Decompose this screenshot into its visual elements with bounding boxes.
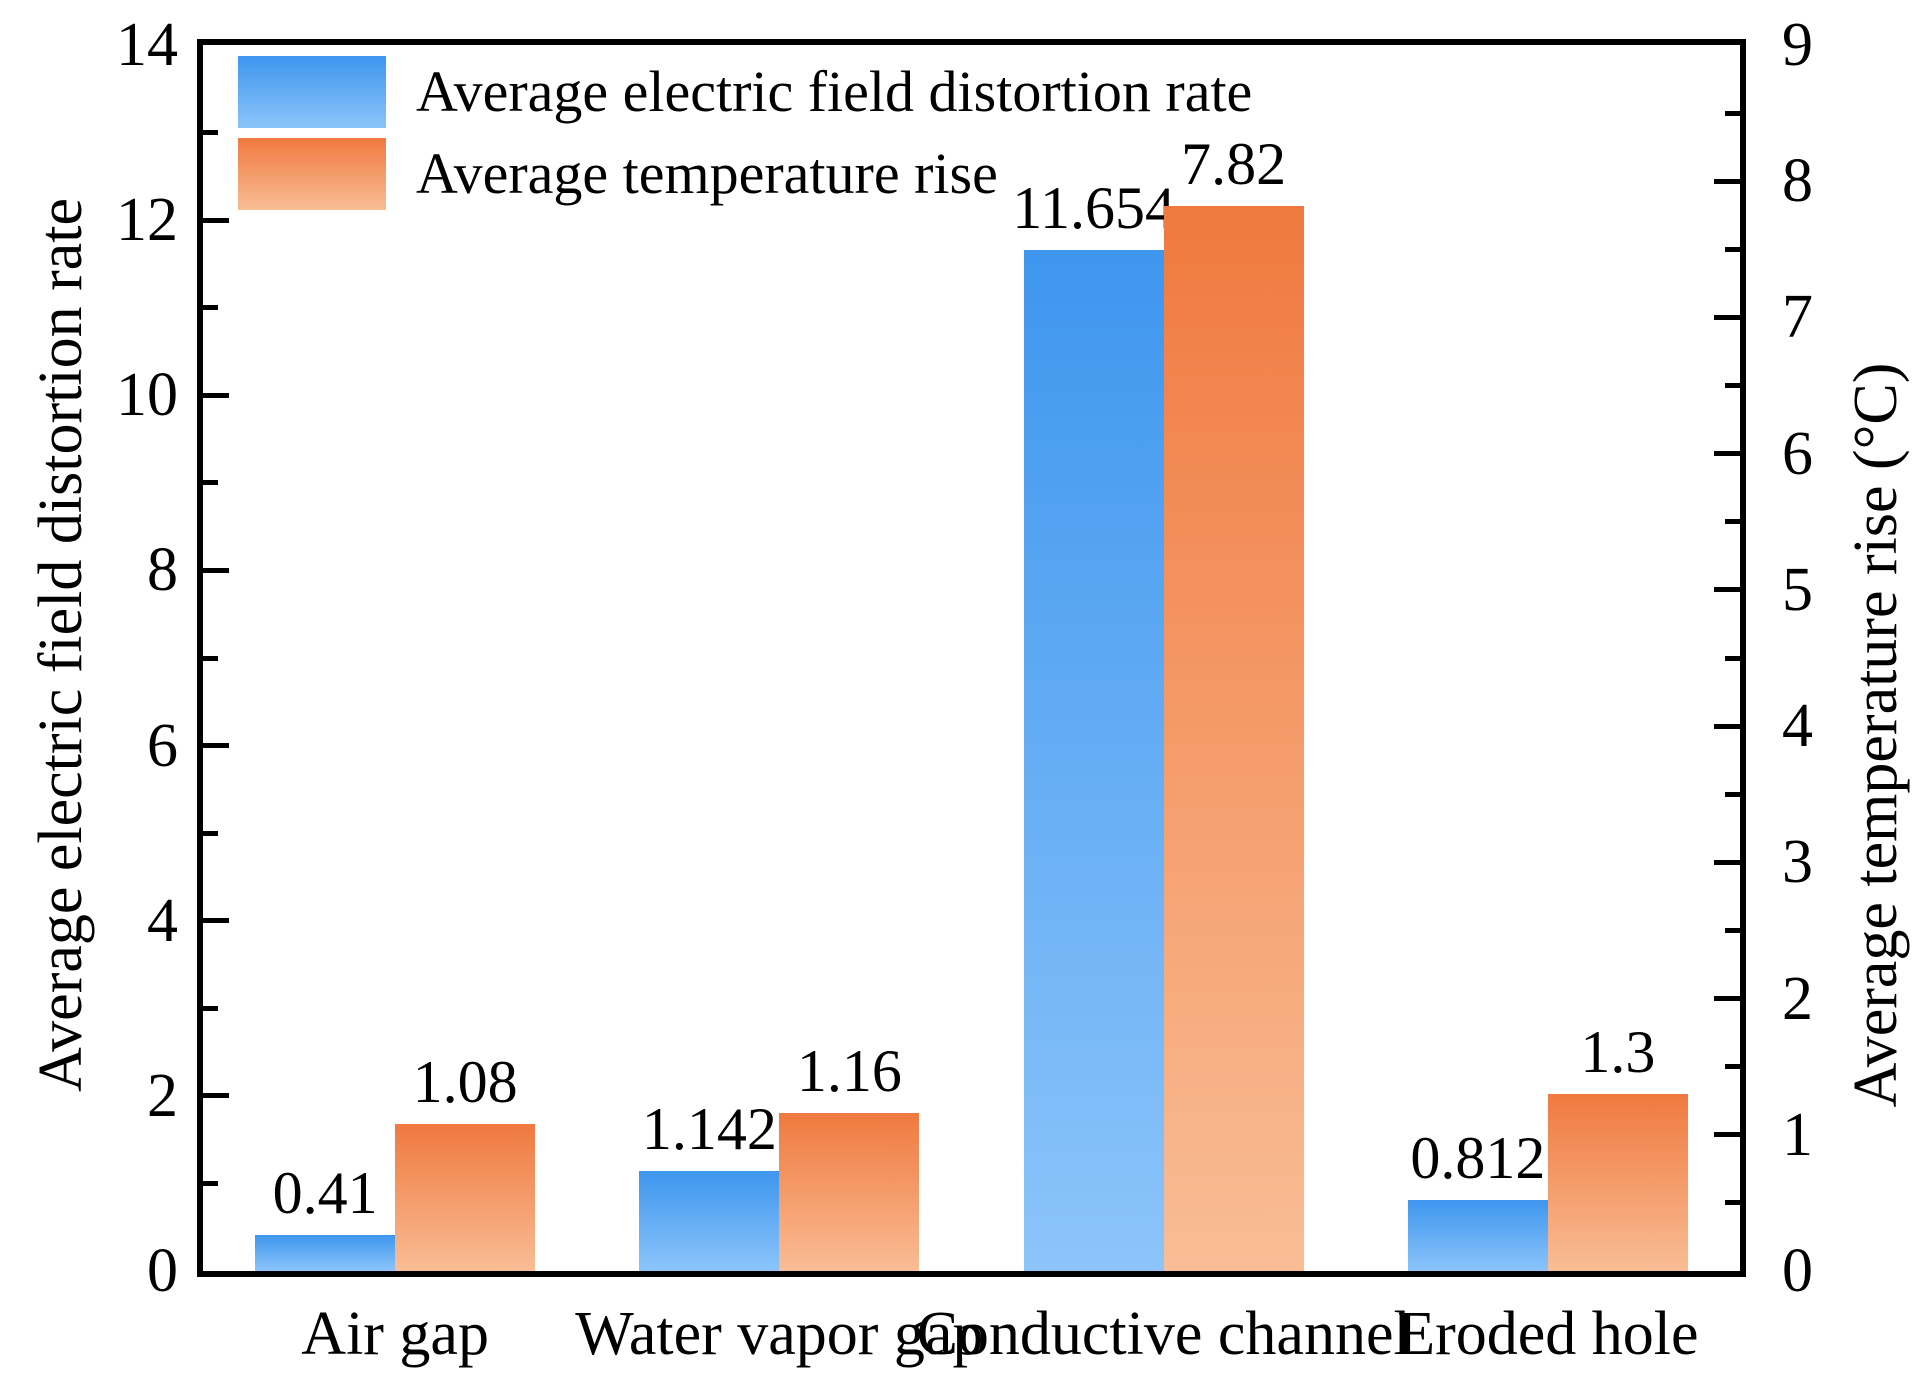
left-axis-major-tick: [203, 918, 229, 924]
left-axis-minor-tick: [203, 655, 218, 661]
right-axis-tick-label: 0: [1782, 1237, 1813, 1305]
right-axis-tick-label: 6: [1782, 419, 1813, 488]
category-label-air-gap: Air gap: [301, 1300, 489, 1368]
left-axis-minor-tick: [203, 830, 218, 836]
right-axis-minor-tick: [1725, 1064, 1740, 1070]
value-label-distortion-water-vapor-gap: 1.142: [641, 1096, 777, 1162]
legend-label-temperature: Average temperature rise: [416, 141, 998, 206]
right-axis-major-tick: [1714, 178, 1740, 184]
left-axis-tick-label: 14: [116, 11, 178, 79]
right-axis-tick-label: 4: [1782, 692, 1813, 761]
right-axis-title: Average temperature rise (°C): [1842, 362, 1910, 1108]
value-label-distortion-air-gap: 0.41: [272, 1160, 378, 1226]
right-axis-major-tick: [1714, 314, 1740, 320]
value-label-temperature-eroded-hole: 1.3: [1580, 1019, 1656, 1085]
left-axis-minor-tick: [203, 130, 218, 136]
right-axis-major-tick: [1714, 723, 1740, 729]
bar-distortion-water-vapor-gap: [639, 1171, 780, 1271]
right-axis-tick-label: 1: [1782, 1100, 1813, 1169]
left-axis-major-tick: [203, 217, 229, 223]
value-label-temperature-conductive-channel: 7.82: [1181, 131, 1287, 197]
right-axis-tick-label: 5: [1782, 555, 1813, 624]
left-axis-major-tick: [203, 743, 229, 749]
right-axis-major-tick: [1714, 1132, 1740, 1138]
right-axis-minor-tick: [1725, 791, 1740, 797]
right-axis-tick-label: 2: [1782, 964, 1813, 1033]
legend: Average electric field distortion rate A…: [238, 56, 1252, 220]
bar-temperature-eroded-hole: [1547, 1094, 1688, 1271]
category-label-eroded-hole: Eroded hole: [1397, 1300, 1699, 1368]
left-axis-tick-label: 12: [116, 186, 178, 255]
left-axis-tick-label: 6: [147, 711, 178, 780]
left-axis-minor-tick: [203, 305, 218, 311]
left-axis-major-tick: [203, 567, 229, 573]
legend-swatch-temperature: [238, 138, 386, 210]
left-axis-minor-tick: [203, 1180, 218, 1186]
category-label-water-vapor-gap: Water vapor gap: [575, 1300, 984, 1368]
right-axis-major-tick: [1714, 996, 1740, 1002]
category-label-conductive-channel: Conductive channel: [916, 1300, 1411, 1368]
right-axis-minor-tick: [1725, 383, 1740, 389]
value-label-distortion-conductive-channel: 11.654: [1012, 175, 1176, 241]
right-axis-minor-tick: [1725, 1200, 1740, 1206]
bar-distortion-eroded-hole: [1407, 1200, 1548, 1271]
bar-temperature-water-vapor-gap: [779, 1113, 920, 1271]
legend-label-distortion: Average electric field distortion rate: [416, 59, 1253, 124]
left-axis-tick-label: 2: [147, 1061, 178, 1130]
right-axis-minor-tick: [1725, 110, 1740, 116]
left-axis-tick-label: 4: [147, 886, 178, 955]
right-axis-tick-label: 7: [1782, 283, 1813, 352]
bar-distortion-conductive-channel: [1023, 250, 1164, 1271]
right-axis-tick-label: 3: [1782, 828, 1813, 897]
bar-temperature-air-gap: [395, 1124, 536, 1271]
right-axis-minor-tick: [1725, 519, 1740, 525]
left-axis-major-tick: [203, 1093, 229, 1099]
right-axis-tick-label: 8: [1782, 147, 1813, 216]
legend-row-distortion: Average electric field distortion rate: [238, 56, 1252, 128]
left-axis-tick-label: 0: [147, 1237, 178, 1305]
left-axis-tick-label: 10: [116, 361, 178, 430]
bar-temperature-conductive-channel: [1163, 206, 1304, 1271]
right-axis-minor-tick: [1725, 246, 1740, 252]
left-axis-title: Average electric field distortion rate: [27, 198, 95, 1092]
right-axis-minor-tick: [1725, 655, 1740, 661]
value-label-distortion-eroded-hole: 0.812: [1410, 1125, 1546, 1191]
right-axis-major-tick: [1714, 451, 1740, 457]
value-label-temperature-air-gap: 1.08: [412, 1049, 518, 1115]
left-axis-minor-tick: [203, 1005, 218, 1011]
bar-distortion-air-gap: [255, 1235, 396, 1271]
left-axis-minor-tick: [203, 480, 218, 486]
right-axis-tick-label: 9: [1782, 11, 1813, 79]
value-label-temperature-water-vapor-gap: 1.16: [796, 1038, 902, 1104]
legend-swatch-distortion: [238, 56, 386, 128]
right-axis-major-tick: [1714, 587, 1740, 593]
right-axis-minor-tick: [1725, 927, 1740, 933]
left-axis-tick-label: 8: [147, 536, 178, 605]
right-axis-major-tick: [1714, 859, 1740, 865]
left-axis-major-tick: [203, 392, 229, 398]
legend-row-temperature: Average temperature rise: [238, 138, 1252, 210]
